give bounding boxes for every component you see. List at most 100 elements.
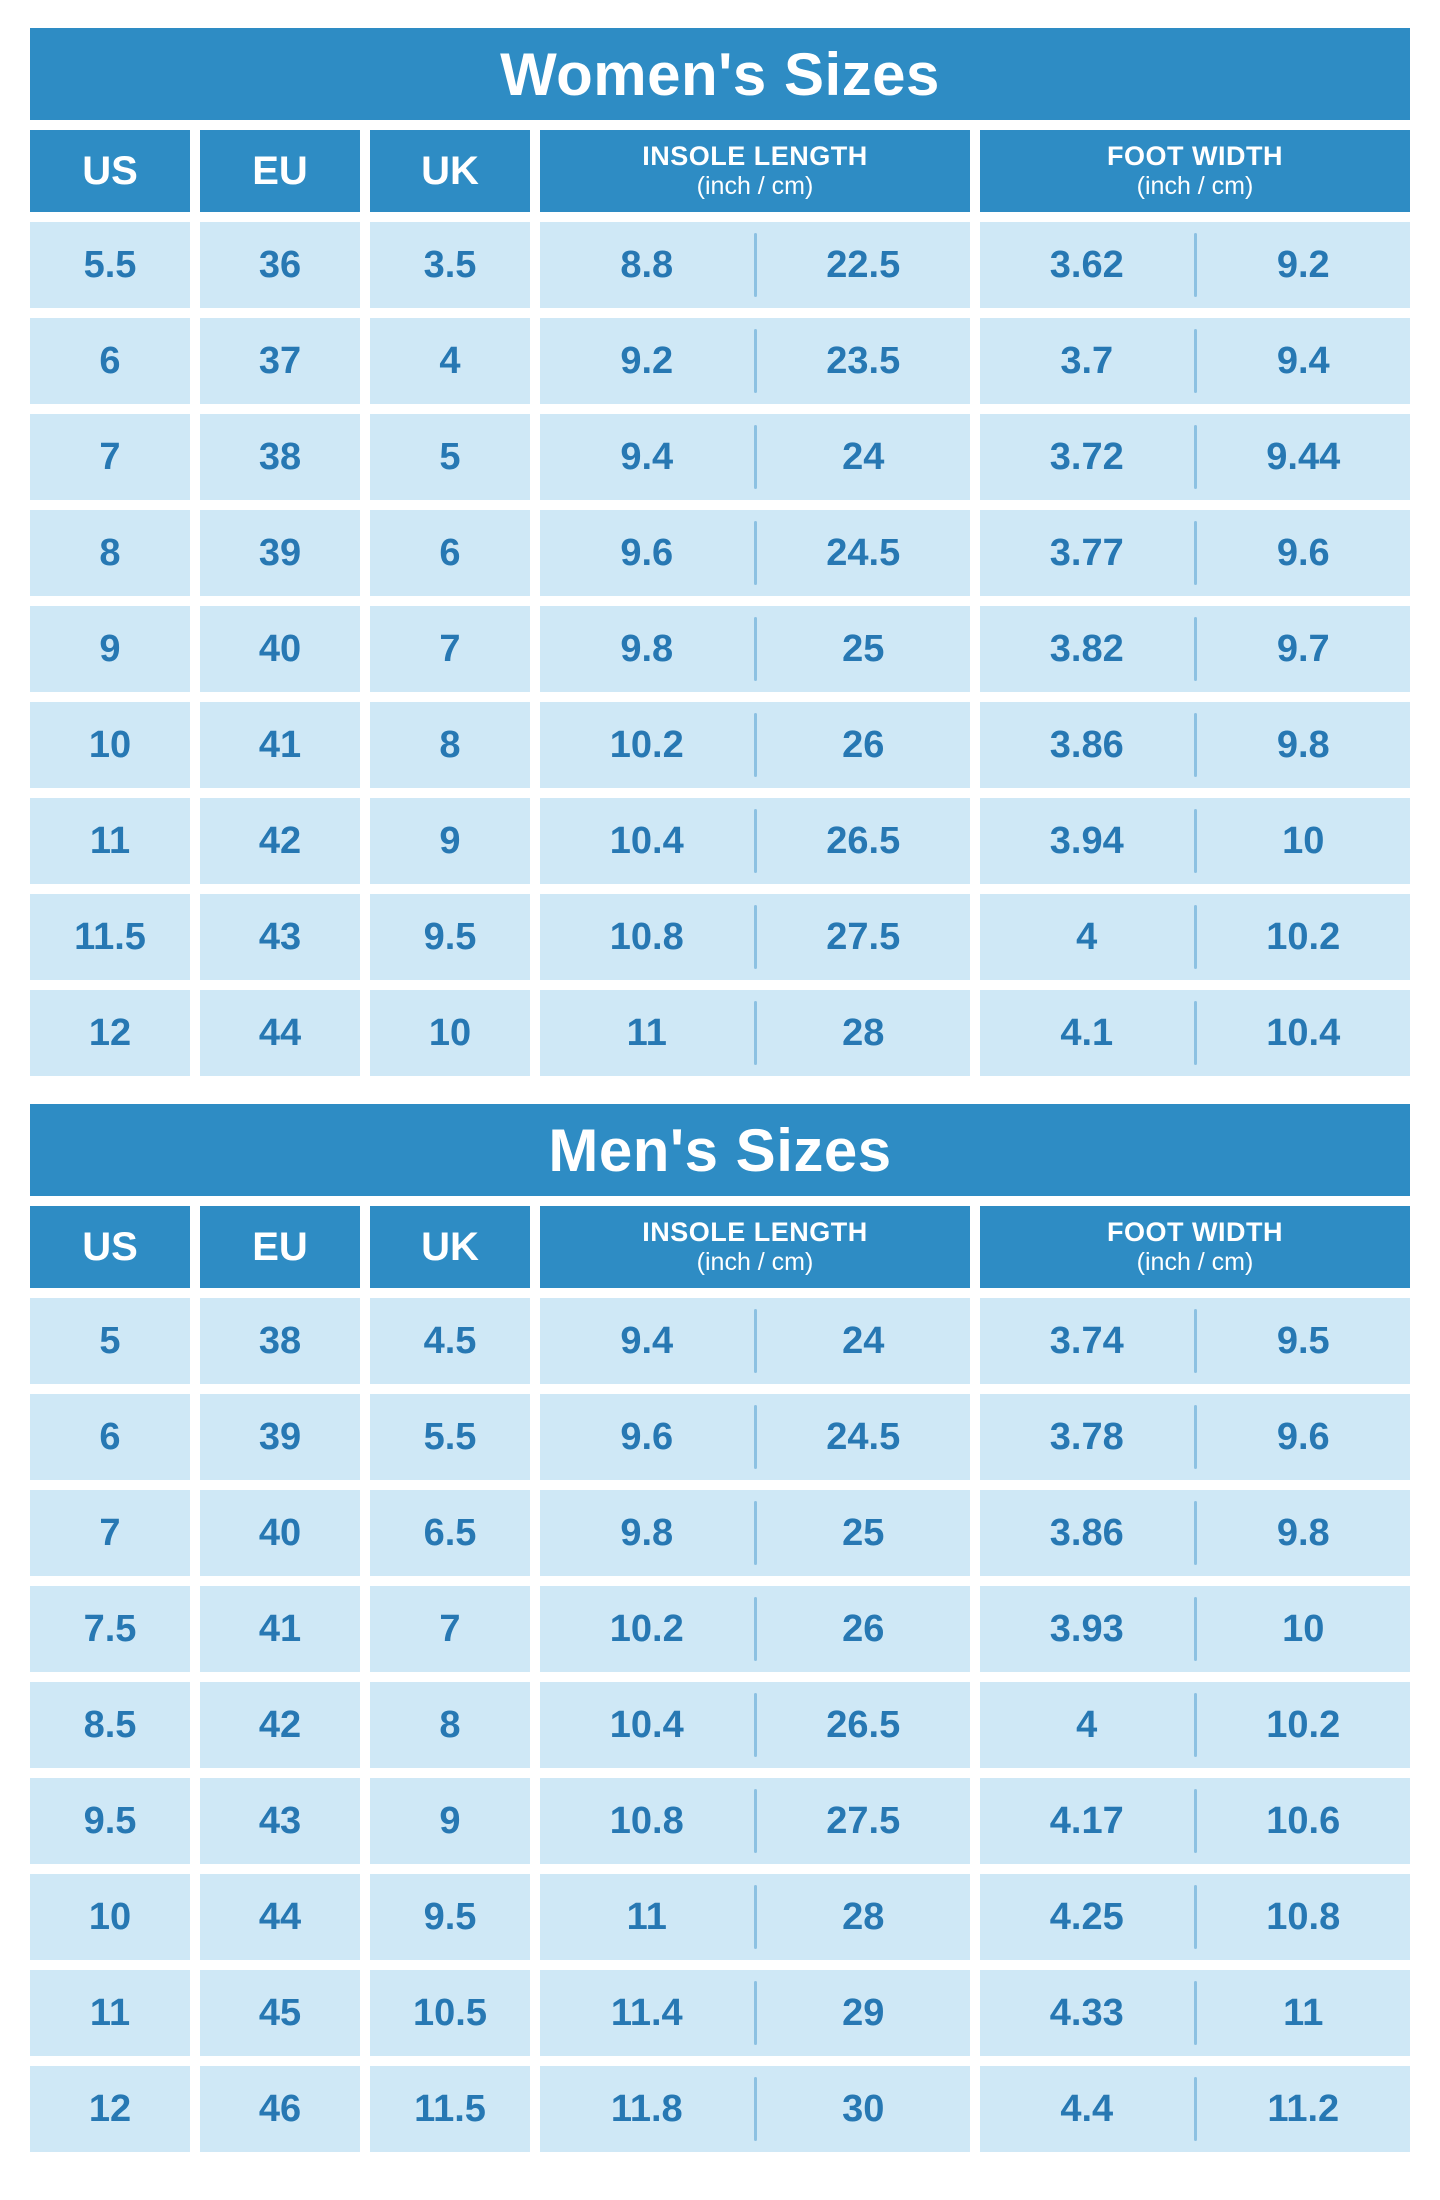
measurement-pair-cell: 4 10.2 xyxy=(980,1682,1410,1768)
measurement-pair-cell: 10.2 26 xyxy=(540,1586,970,1672)
measurement-pair-cell: 3.86 9.8 xyxy=(980,702,1410,788)
measurement-pair-cell: 3.86 9.8 xyxy=(980,1490,1410,1576)
inch-cm-divider xyxy=(1193,425,1197,489)
table-row: 11 42 9 10.4 26.5 3.94 10 xyxy=(30,798,1410,884)
inch-value: 11 xyxy=(626,1011,667,1054)
size-value-cell: 38 xyxy=(200,1298,360,1384)
inch-cm-divider xyxy=(1193,2077,1197,2141)
cm-value: 24 xyxy=(842,435,885,478)
size-value-cell: 36 xyxy=(200,222,360,308)
inch-value: 3.62 xyxy=(1049,243,1124,286)
size-value-cell: 10 xyxy=(370,990,530,1076)
size-value-cell: 9 xyxy=(370,798,530,884)
inch-value: 10.4 xyxy=(609,819,684,862)
inch-cm-divider xyxy=(753,329,757,393)
size-value-cell: 7 xyxy=(370,606,530,692)
mens-size-table: Men's Sizes US EU UK INSOLE LENGTH (inch… xyxy=(30,1104,1410,2152)
inch-value: 10.4 xyxy=(609,1703,684,1746)
inch-cm-divider xyxy=(1193,1309,1197,1373)
inch-value: 4.33 xyxy=(1049,1991,1124,2034)
cm-value: 10.6 xyxy=(1266,1799,1341,1842)
size-value-cell: 8 xyxy=(30,510,190,596)
measurement-pair-cell: 9.4 24 xyxy=(540,1298,970,1384)
measurement-pair-cell: 3.7 9.4 xyxy=(980,318,1410,404)
inch-cm-divider xyxy=(1193,1789,1197,1853)
inch-value: 3.93 xyxy=(1049,1607,1124,1650)
size-value-cell: 7.5 xyxy=(30,1586,190,1672)
table-row: 7.5 41 7 10.2 26 3.93 10 xyxy=(30,1586,1410,1672)
inch-cm-divider xyxy=(1193,1885,1197,1949)
inch-value: 9.6 xyxy=(620,531,674,574)
cm-value: 22.5 xyxy=(826,243,901,286)
column-header-insole-length: INSOLE LENGTH (inch / cm) xyxy=(540,130,970,212)
foot-width-label: FOOT WIDTH xyxy=(1107,141,1283,172)
table-row: 12 44 10 11 28 4.1 10.4 xyxy=(30,990,1410,1076)
inch-cm-divider xyxy=(1193,233,1197,297)
table-row: 5.5 36 3.5 8.8 22.5 3.62 9.2 xyxy=(30,222,1410,308)
table-row: 5 38 4.5 9.4 24 3.74 9.5 xyxy=(30,1298,1410,1384)
cm-value: 25 xyxy=(842,627,885,670)
size-value-cell: 40 xyxy=(200,1490,360,1576)
cm-value: 24.5 xyxy=(826,1415,901,1458)
inch-cm-divider xyxy=(1193,329,1197,393)
size-value-cell: 11 xyxy=(30,798,190,884)
inch-cm-divider xyxy=(1193,1001,1197,1065)
cm-value: 11.2 xyxy=(1267,2087,1340,2130)
cm-value: 11 xyxy=(1283,1991,1324,2034)
size-value-cell: 6 xyxy=(30,1394,190,1480)
measurement-pair-cell: 9.6 24.5 xyxy=(540,510,970,596)
size-value-cell: 5 xyxy=(30,1298,190,1384)
measurement-pair-cell: 9.8 25 xyxy=(540,1490,970,1576)
measurement-pair-cell: 3.93 10 xyxy=(980,1586,1410,1672)
size-value-cell: 11.5 xyxy=(370,2066,530,2152)
inch-value: 3.82 xyxy=(1049,627,1124,670)
table-row: 9.5 43 9 10.8 27.5 4.17 10.6 xyxy=(30,1778,1410,1864)
size-value-cell: 8.5 xyxy=(30,1682,190,1768)
cm-value: 9.2 xyxy=(1276,243,1330,286)
inch-value: 4.4 xyxy=(1060,2087,1114,2130)
table-row: 9 40 7 9.8 25 3.82 9.7 xyxy=(30,606,1410,692)
size-value-cell: 46 xyxy=(200,2066,360,2152)
insole-length-units: (inch / cm) xyxy=(696,1248,814,1277)
inch-cm-divider xyxy=(753,1501,757,1565)
womens-table-title: Women's Sizes xyxy=(30,28,1410,120)
cm-value: 9.8 xyxy=(1276,723,1330,766)
cm-value: 28 xyxy=(842,1011,885,1054)
inch-cm-divider xyxy=(1193,905,1197,969)
table-row: 8.5 42 8 10.4 26.5 4 10.2 xyxy=(30,1682,1410,1768)
cm-value: 30 xyxy=(842,2087,885,2130)
size-value-cell: 9 xyxy=(370,1778,530,1864)
column-header-eu: EU xyxy=(200,1206,360,1288)
measurement-pair-cell: 3.74 9.5 xyxy=(980,1298,1410,1384)
column-header-us: US xyxy=(30,1206,190,1288)
inch-cm-divider xyxy=(753,809,757,873)
size-value-cell: 44 xyxy=(200,1874,360,1960)
cm-value: 9.6 xyxy=(1276,1415,1330,1458)
cm-value: 26.5 xyxy=(826,1703,901,1746)
column-header-uk: UK xyxy=(370,130,530,212)
size-value-cell: 42 xyxy=(200,1682,360,1768)
inch-cm-divider xyxy=(1193,713,1197,777)
size-value-cell: 6 xyxy=(370,510,530,596)
cm-value: 10.4 xyxy=(1266,1011,1341,1054)
inch-cm-divider xyxy=(753,233,757,297)
measurement-pair-cell: 10.4 26.5 xyxy=(540,798,970,884)
measurement-pair-cell: 9.2 23.5 xyxy=(540,318,970,404)
inch-cm-divider xyxy=(753,1693,757,1757)
size-value-cell: 12 xyxy=(30,2066,190,2152)
size-value-cell: 11.5 xyxy=(30,894,190,980)
inch-cm-divider xyxy=(1193,521,1197,585)
size-value-cell: 3.5 xyxy=(370,222,530,308)
size-value-cell: 6.5 xyxy=(370,1490,530,1576)
cm-value: 10.8 xyxy=(1266,1895,1341,1938)
size-value-cell: 9 xyxy=(30,606,190,692)
inch-cm-divider xyxy=(753,905,757,969)
inch-value: 11.8 xyxy=(610,2087,683,2130)
inch-value: 3.78 xyxy=(1049,1415,1124,1458)
column-header-us: US xyxy=(30,130,190,212)
size-value-cell: 9.5 xyxy=(370,1874,530,1960)
cm-value: 26 xyxy=(842,1607,885,1650)
inch-cm-divider xyxy=(753,1001,757,1065)
measurement-pair-cell: 8.8 22.5 xyxy=(540,222,970,308)
measurement-pair-cell: 10.4 26.5 xyxy=(540,1682,970,1768)
